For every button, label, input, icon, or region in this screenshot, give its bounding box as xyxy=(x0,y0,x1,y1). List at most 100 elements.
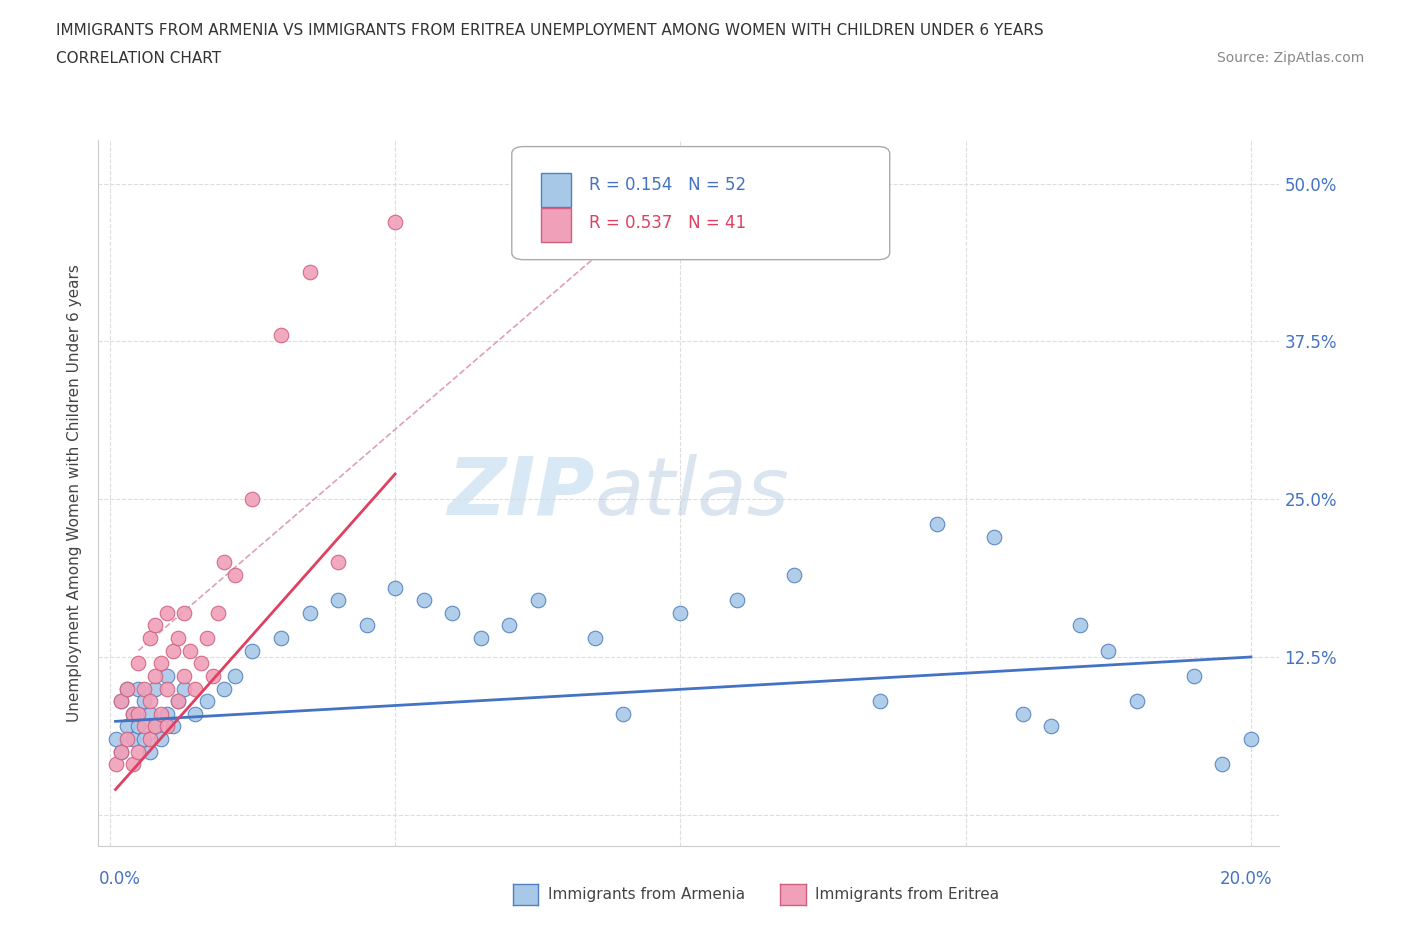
Point xyxy=(115,719,138,734)
Point xyxy=(179,644,201,658)
Point xyxy=(162,644,184,658)
Point xyxy=(132,732,155,747)
Point xyxy=(270,327,292,342)
Point xyxy=(470,631,492,645)
Point xyxy=(162,719,184,734)
Point xyxy=(195,631,218,645)
FancyBboxPatch shape xyxy=(512,147,890,259)
Point xyxy=(150,707,173,722)
Point xyxy=(110,744,132,759)
Point xyxy=(139,732,162,747)
Point xyxy=(1040,719,1063,734)
Point xyxy=(104,732,127,747)
Point xyxy=(783,567,806,582)
Point xyxy=(167,694,190,709)
Bar xyxy=(541,208,571,242)
Point xyxy=(242,492,264,507)
Point xyxy=(145,719,167,734)
Point xyxy=(110,694,132,709)
Point xyxy=(145,618,167,633)
Point xyxy=(356,618,378,633)
Text: atlas: atlas xyxy=(595,454,789,532)
Point xyxy=(139,744,162,759)
Point xyxy=(132,681,155,696)
Point xyxy=(127,656,149,671)
Text: 20.0%: 20.0% xyxy=(1220,870,1272,887)
Text: Source: ZipAtlas.com: Source: ZipAtlas.com xyxy=(1216,51,1364,65)
Point xyxy=(326,592,349,607)
Point xyxy=(173,669,195,684)
Point xyxy=(1011,707,1033,722)
Point xyxy=(190,656,212,671)
Bar xyxy=(541,173,571,206)
Point xyxy=(441,605,464,620)
Point xyxy=(127,707,149,722)
Text: IMMIGRANTS FROM ARMENIA VS IMMIGRANTS FROM ERITREA UNEMPLOYMENT AMONG WOMEN WITH: IMMIGRANTS FROM ARMENIA VS IMMIGRANTS FR… xyxy=(56,23,1043,38)
Point xyxy=(384,214,406,229)
Point xyxy=(139,631,162,645)
Point xyxy=(212,681,235,696)
Point xyxy=(1211,757,1233,772)
Point xyxy=(110,744,132,759)
Point xyxy=(156,669,179,684)
Point xyxy=(145,719,167,734)
Point xyxy=(1069,618,1091,633)
Point xyxy=(326,555,349,570)
Point xyxy=(412,592,434,607)
Point xyxy=(583,631,606,645)
Point xyxy=(156,707,179,722)
Point xyxy=(145,681,167,696)
Point xyxy=(145,669,167,684)
Point xyxy=(139,694,162,709)
Point xyxy=(1126,694,1149,709)
Point xyxy=(121,732,143,747)
Point xyxy=(110,694,132,709)
Point xyxy=(298,265,321,280)
Point xyxy=(115,681,138,696)
Point xyxy=(526,592,548,607)
Text: ZIP: ZIP xyxy=(447,454,595,532)
Point xyxy=(224,669,246,684)
Point xyxy=(242,644,264,658)
Point xyxy=(121,757,143,772)
Point xyxy=(201,669,224,684)
Point xyxy=(270,631,292,645)
Text: Immigrants from Eritrea: Immigrants from Eritrea xyxy=(815,887,1000,902)
Point xyxy=(173,681,195,696)
Point xyxy=(150,656,173,671)
Point xyxy=(115,681,138,696)
Point xyxy=(167,694,190,709)
Point xyxy=(167,631,190,645)
Point xyxy=(612,707,634,722)
Point xyxy=(384,580,406,595)
Point xyxy=(127,744,149,759)
Point xyxy=(184,707,207,722)
Point xyxy=(224,567,246,582)
Point xyxy=(725,592,748,607)
Point xyxy=(139,707,162,722)
Point xyxy=(869,694,891,709)
Text: R = 0.154   N = 52: R = 0.154 N = 52 xyxy=(589,177,745,194)
Point xyxy=(127,719,149,734)
Text: 0.0%: 0.0% xyxy=(98,870,141,887)
Point xyxy=(132,719,155,734)
Point xyxy=(127,681,149,696)
Point xyxy=(207,605,229,620)
Point xyxy=(983,530,1005,545)
Point xyxy=(121,707,143,722)
Point xyxy=(669,605,692,620)
Point xyxy=(498,618,520,633)
Point xyxy=(115,732,138,747)
Point xyxy=(173,605,195,620)
Point xyxy=(1240,732,1263,747)
Point xyxy=(156,605,179,620)
Point xyxy=(195,694,218,709)
Text: Immigrants from Armenia: Immigrants from Armenia xyxy=(548,887,745,902)
Point xyxy=(156,681,179,696)
Point xyxy=(132,694,155,709)
Point xyxy=(156,719,179,734)
Y-axis label: Unemployment Among Women with Children Under 6 years: Unemployment Among Women with Children U… xyxy=(67,264,83,722)
Point xyxy=(298,605,321,620)
Point xyxy=(212,555,235,570)
Point xyxy=(1182,669,1205,684)
